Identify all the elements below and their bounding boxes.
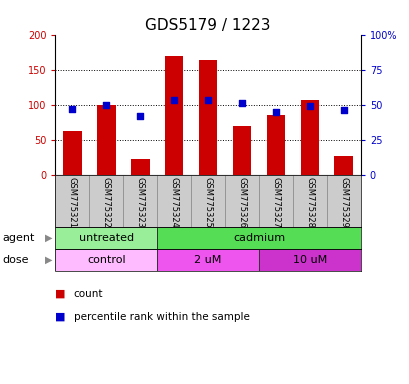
Text: ■: ■: [55, 289, 66, 299]
Bar: [258, 175, 292, 227]
Text: count: count: [74, 289, 103, 299]
Text: ▶: ▶: [45, 255, 53, 265]
Bar: [198, 60, 217, 175]
Bar: [55, 227, 157, 249]
Bar: [326, 175, 360, 227]
Text: GSM775322: GSM775322: [101, 177, 110, 228]
Bar: [157, 249, 258, 271]
Text: ▶: ▶: [45, 233, 53, 243]
Point: [272, 109, 279, 115]
Bar: [55, 249, 157, 271]
Bar: [258, 249, 360, 271]
Text: dose: dose: [2, 255, 29, 265]
Text: GSM775321: GSM775321: [67, 177, 76, 228]
Point: [69, 106, 75, 112]
Bar: [266, 115, 285, 175]
Bar: [157, 175, 191, 227]
Bar: [123, 175, 157, 227]
Text: percentile rank within the sample: percentile rank within the sample: [74, 312, 249, 322]
Point: [238, 100, 245, 106]
Point: [137, 113, 143, 119]
Text: ■: ■: [55, 312, 66, 322]
Bar: [300, 100, 319, 175]
Bar: [292, 175, 326, 227]
Text: GSM775324: GSM775324: [169, 177, 178, 228]
Bar: [97, 104, 115, 175]
Bar: [164, 56, 183, 175]
Text: GSM775327: GSM775327: [271, 177, 280, 228]
Point: [306, 103, 312, 109]
Bar: [232, 126, 251, 175]
Text: GSM775325: GSM775325: [203, 177, 212, 228]
Text: GSM775323: GSM775323: [135, 177, 144, 228]
Bar: [157, 227, 360, 249]
Text: GSM775328: GSM775328: [305, 177, 314, 228]
Text: GSM775326: GSM775326: [237, 177, 246, 228]
Text: cadmium: cadmium: [232, 233, 284, 243]
Bar: [130, 159, 149, 175]
Bar: [334, 156, 352, 175]
Point: [171, 97, 177, 103]
Text: agent: agent: [2, 233, 34, 243]
Text: control: control: [87, 255, 125, 265]
Bar: [55, 175, 89, 227]
Bar: [191, 175, 225, 227]
Title: GDS5179 / 1223: GDS5179 / 1223: [145, 18, 270, 33]
Point: [340, 107, 346, 113]
Bar: [89, 175, 123, 227]
Point: [204, 97, 211, 103]
Bar: [63, 131, 81, 175]
Text: 2 uM: 2 uM: [194, 255, 221, 265]
Text: 10 uM: 10 uM: [292, 255, 326, 265]
Point: [103, 101, 109, 108]
Text: GSM775329: GSM775329: [339, 177, 348, 228]
Bar: [225, 175, 258, 227]
Text: untreated: untreated: [79, 233, 133, 243]
